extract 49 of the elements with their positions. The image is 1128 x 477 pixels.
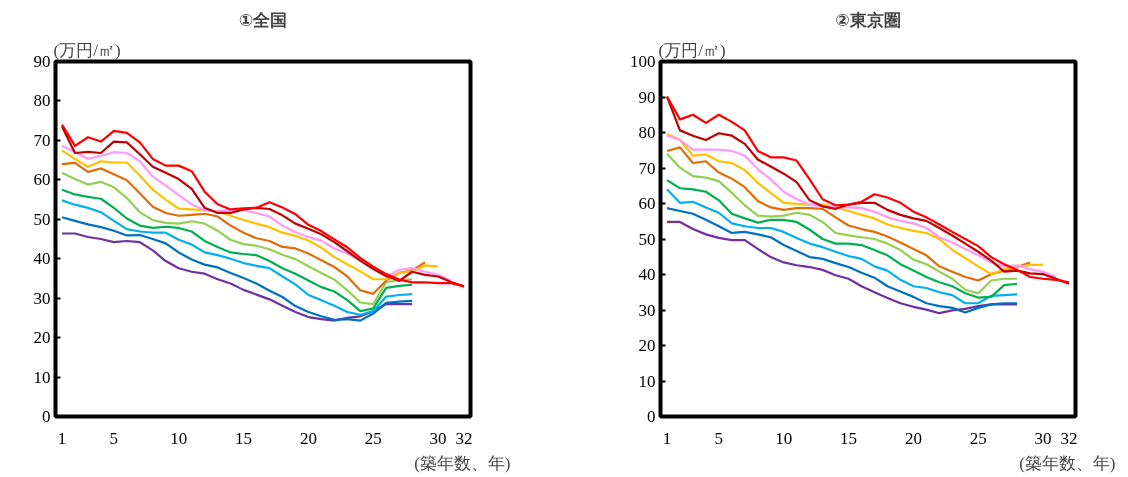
x-tick-label: 1 — [57, 428, 67, 448]
x-tick-label: 5 — [714, 428, 724, 448]
chart-title: ①全国 — [238, 9, 288, 30]
y-tick-label: 10 — [638, 371, 656, 391]
line-series — [60, 232, 414, 322]
y-axis-title: (万円/㎡) — [658, 40, 726, 60]
y-tick-label: 90 — [638, 87, 656, 107]
y-tick-label: 30 — [638, 300, 656, 320]
line-series — [60, 171, 414, 306]
line-series — [60, 161, 427, 295]
x-tick-label: 25 — [364, 428, 382, 448]
x-axis-title: (築年数、年) — [1019, 453, 1116, 473]
y-tick-label: 70 — [638, 158, 656, 178]
y-tick-label: 100 — [630, 52, 656, 71]
y-axis-title: (万円/㎡) — [53, 40, 121, 60]
x-tick-label: 32 — [1060, 428, 1078, 448]
y-tick-label: 0 — [42, 407, 51, 426]
x-tick-label: 30 — [429, 428, 447, 448]
chart-title: ②東京圏 — [835, 9, 901, 30]
x-tick-label: 20 — [299, 428, 317, 448]
y-tick-label: 20 — [638, 336, 656, 355]
line-series — [665, 146, 1032, 282]
y-tick-label: 50 — [638, 229, 656, 249]
x-tick-label: 5 — [109, 428, 119, 448]
line-series — [60, 216, 414, 322]
x-tick-label: 25 — [969, 428, 987, 448]
y-tick-label: 40 — [33, 249, 51, 269]
y-tick-label: 10 — [33, 367, 51, 387]
x-tick-label: 1 — [662, 428, 672, 448]
y-tick-label: 80 — [33, 91, 51, 111]
x-tick-label: 20 — [904, 428, 922, 448]
x-tick-label: 32 — [455, 428, 473, 448]
x-tick-label: 10 — [170, 428, 188, 448]
x-tick-label: 15 — [235, 428, 253, 448]
line-series — [665, 152, 1019, 295]
y-tick-label: 90 — [33, 52, 51, 71]
y-tick-label: 80 — [638, 123, 656, 142]
y-tick-label: 70 — [33, 130, 51, 150]
y-tick-label: 20 — [33, 328, 51, 348]
y-tick-label: 50 — [33, 209, 51, 229]
x-tick-label: 30 — [1034, 428, 1052, 448]
x-tick-label: 10 — [775, 428, 793, 448]
y-tick-label: 40 — [638, 265, 656, 284]
y-tick-label: 30 — [33, 288, 51, 308]
y-tick-label: 60 — [638, 194, 656, 213]
x-axis-title: (築年数、年) — [414, 453, 511, 473]
y-tick-label: 0 — [647, 407, 656, 426]
y-tick-label: 60 — [33, 170, 51, 190]
x-tick-label: 15 — [840, 428, 858, 448]
